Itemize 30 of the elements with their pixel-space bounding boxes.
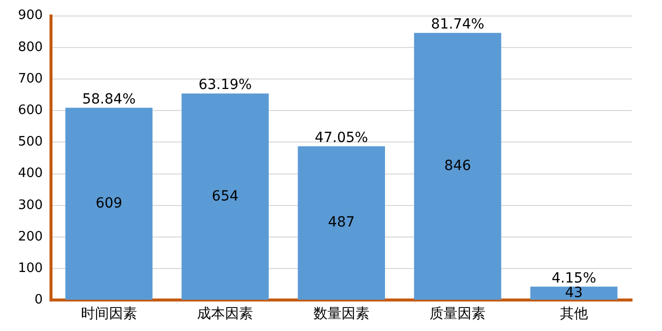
y-tick-label: 300: [18, 198, 43, 213]
annotation: 47.05%: [314, 130, 368, 146]
bar: [530, 286, 618, 300]
annotation: 4.15%: [552, 270, 596, 286]
bar: [298, 146, 385, 300]
y-tick-label: 500: [18, 134, 43, 150]
bar: [182, 94, 269, 300]
y-tick-label: 800: [18, 40, 43, 55]
bar: [414, 32, 502, 300]
y-tick-label: 700: [18, 71, 43, 86]
x-tick-label: 时间因素: [80, 306, 137, 322]
bar: [65, 108, 153, 300]
y-tick-label: 400: [18, 166, 43, 182]
data-label: 846: [444, 158, 472, 174]
x-tick-label: 数量因素: [313, 306, 370, 322]
data-label: 654: [212, 188, 239, 204]
data-label: 487: [328, 214, 355, 231]
y-tick-label: 600: [18, 102, 43, 118]
y-tick-label: 200: [18, 229, 43, 244]
annotation: 58.84%: [82, 91, 136, 108]
data-label: 43: [564, 284, 583, 301]
y-tick-label: 0: [34, 292, 43, 308]
x-tick-label: 成本因素: [197, 306, 254, 322]
annotation: 63.19%: [198, 77, 252, 94]
annotation: 81.74%: [430, 16, 484, 33]
x-tick-label: 其他: [560, 306, 588, 322]
data-label: 609: [96, 195, 122, 212]
y-tick-label: 100: [18, 260, 43, 276]
x-tick-label: 质量因素: [430, 306, 486, 322]
y-tick-label: 900: [18, 8, 43, 24]
